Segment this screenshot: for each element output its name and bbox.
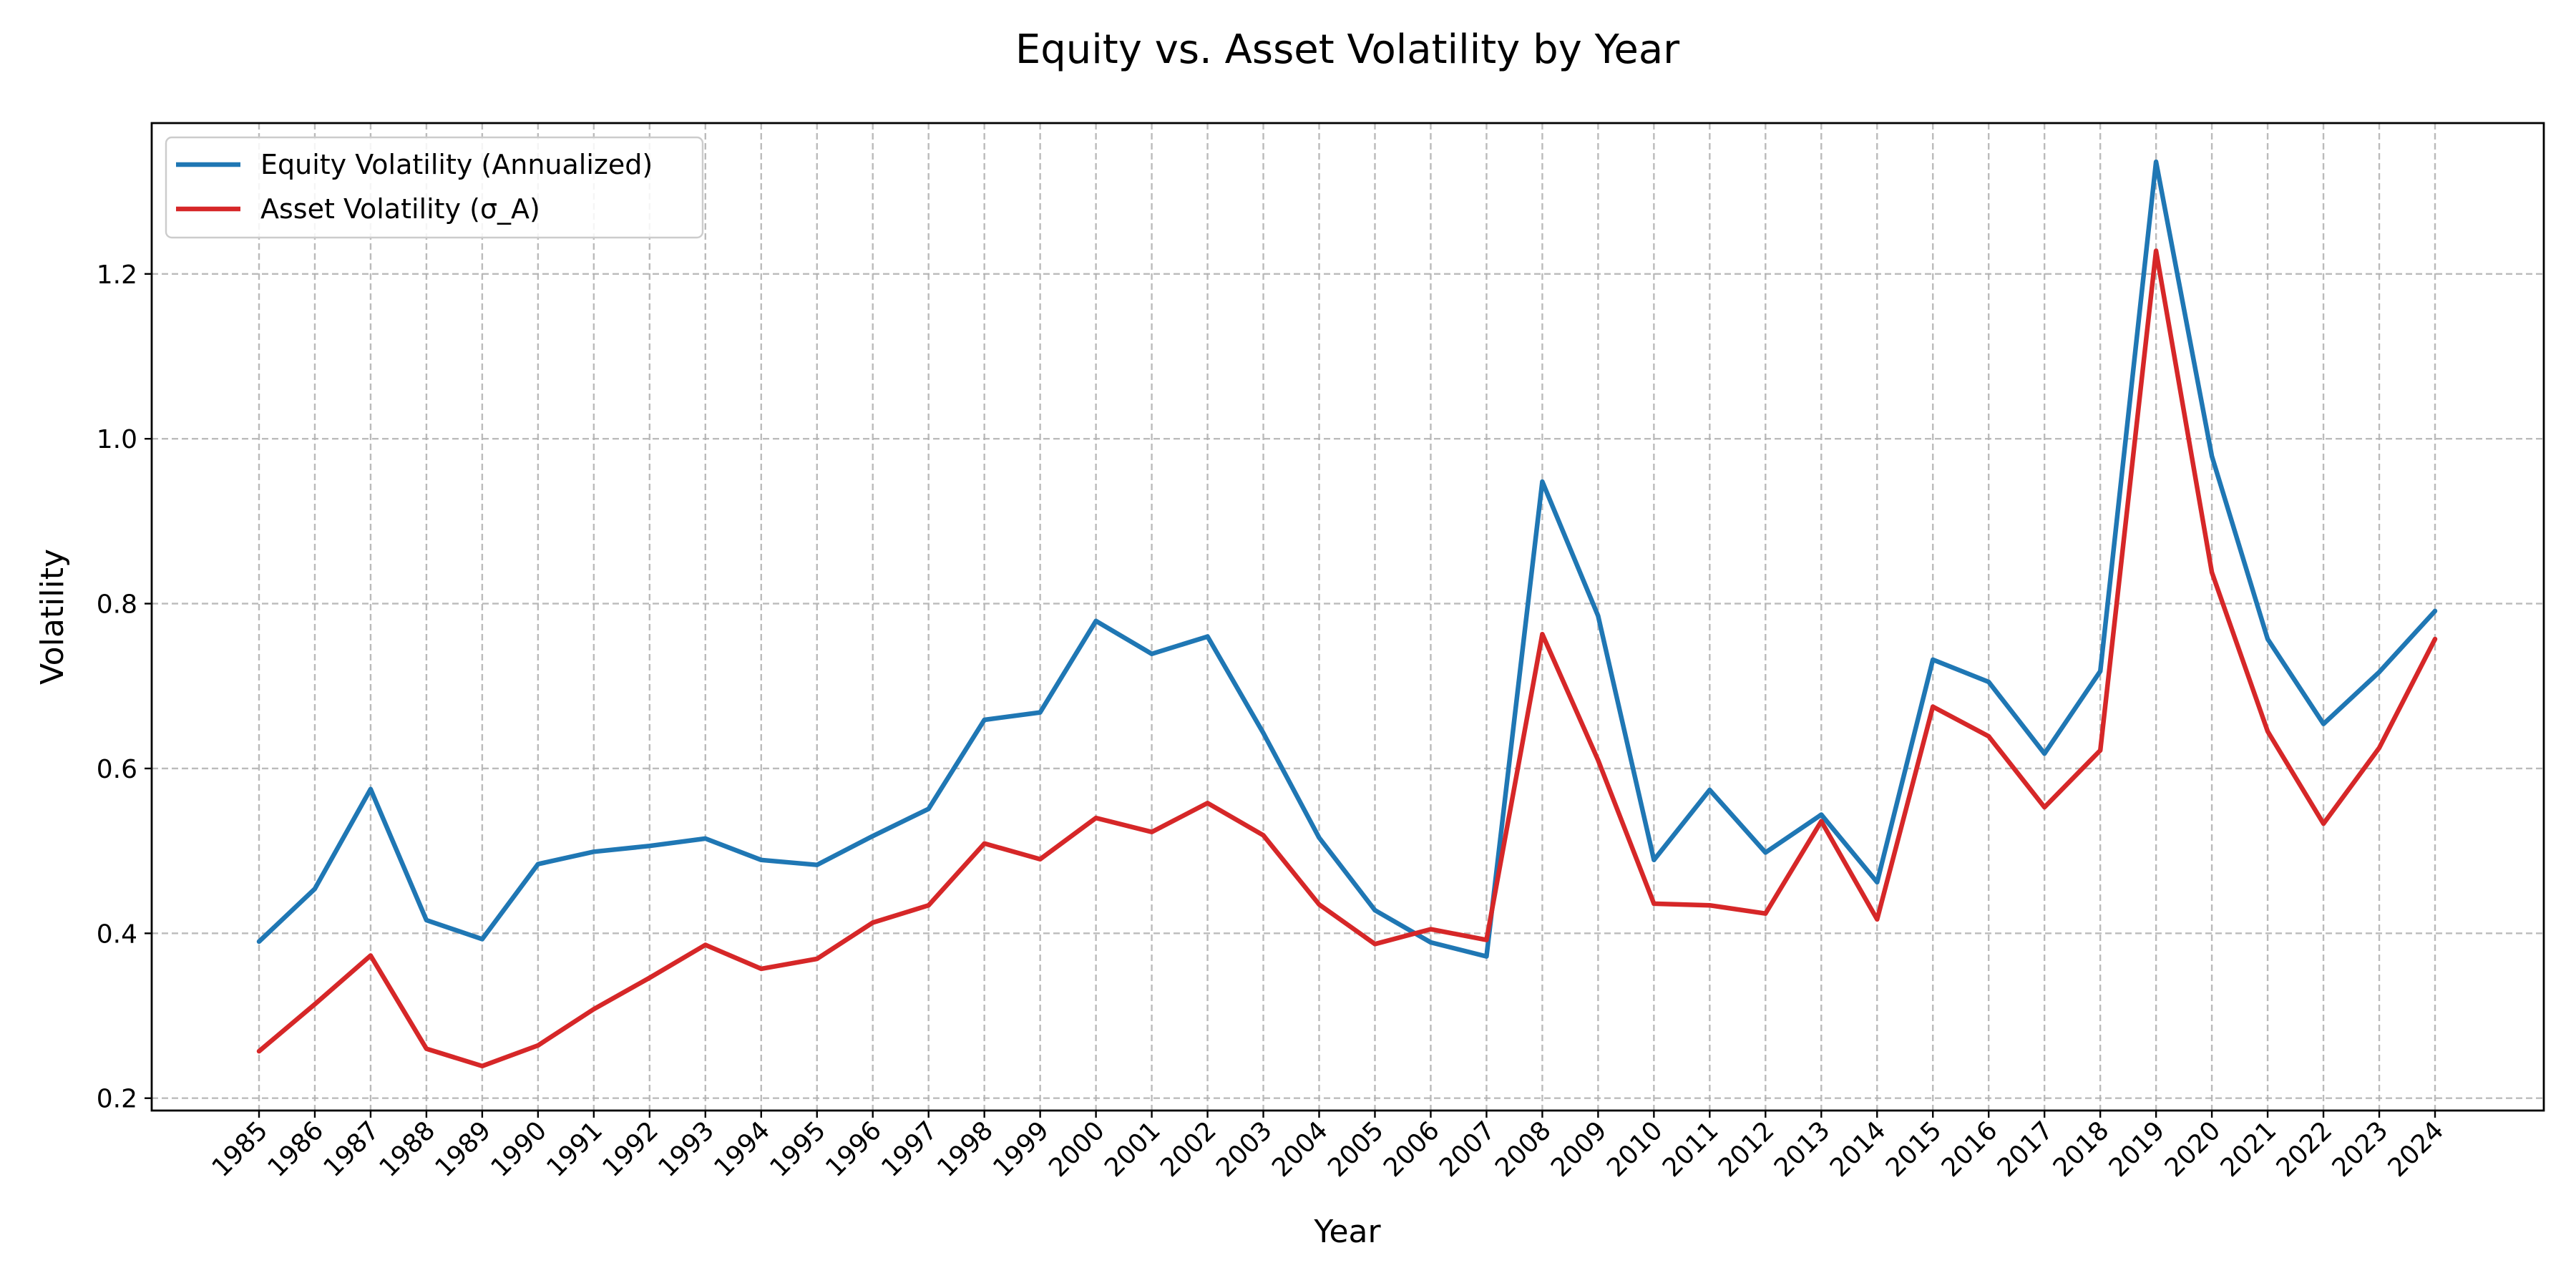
legend-box xyxy=(165,136,704,239)
y-tick-label: 0.6 xyxy=(97,755,137,784)
y-tick-label: 0.2 xyxy=(97,1085,137,1114)
series-lines xyxy=(256,159,2438,1069)
series-line-2 xyxy=(256,248,2438,1069)
chart-title: Equity vs. Asset Volatility by Year xyxy=(1015,26,1680,73)
x-axis-label: Year xyxy=(1313,1214,1381,1250)
y-axis-label: Volatility xyxy=(34,549,71,685)
y-tick-label: 1.0 xyxy=(97,425,137,454)
plot-frame xyxy=(150,122,2545,1112)
legend-label-2: Asset Volatility (σ_A) xyxy=(260,193,540,225)
legend-label-1: Equity Volatility (Annualized) xyxy=(260,149,653,180)
legend: Equity Volatility (Annualized) Asset Vola… xyxy=(165,136,704,239)
y-tick-label: 0.8 xyxy=(97,590,137,620)
series-line-1 xyxy=(256,159,2438,959)
y-tick-label: 1.2 xyxy=(97,260,137,290)
grid xyxy=(152,123,2544,1111)
y-tick-label: 0.4 xyxy=(97,919,137,949)
